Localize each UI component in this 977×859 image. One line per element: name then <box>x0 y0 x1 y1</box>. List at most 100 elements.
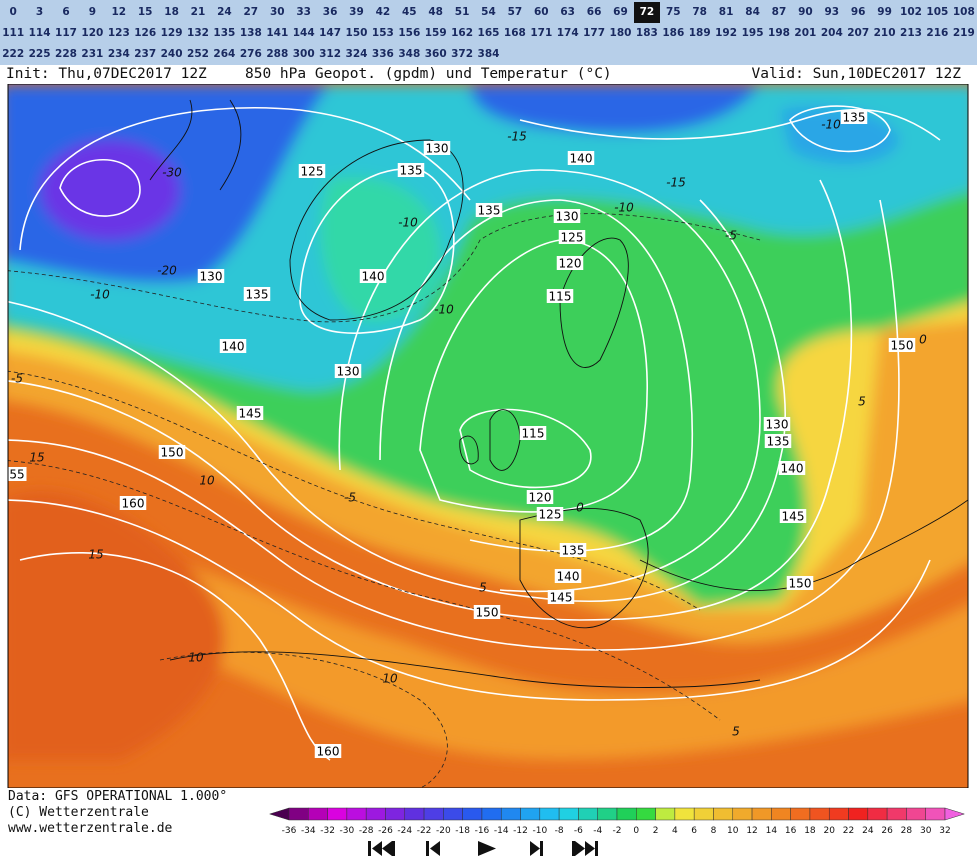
first-button[interactable] <box>368 841 395 856</box>
hour-button[interactable]: 120 <box>81 27 104 39</box>
next-button[interactable] <box>530 841 543 856</box>
hour-button[interactable]: 27 <box>243 6 259 18</box>
hour-button[interactable]: 54 <box>481 6 496 18</box>
hour-button[interactable]: 117 <box>55 27 77 39</box>
hour-button[interactable]: 141 <box>266 27 289 39</box>
hour-button[interactable]: 135 <box>213 27 236 39</box>
hour-button[interactable]: 234 <box>107 48 130 60</box>
hour-button[interactable]: 42 <box>375 6 391 18</box>
hour-button[interactable]: 192 <box>715 27 738 39</box>
hour-button[interactable]: 162 <box>451 27 474 39</box>
hour-button[interactable]: 99 <box>877 6 892 18</box>
hour-button[interactable]: 252 <box>187 48 209 60</box>
hour-button[interactable]: 264 <box>213 48 236 60</box>
hour-button[interactable]: 69 <box>613 6 628 18</box>
previous-button[interactable] <box>426 841 440 856</box>
hour-button[interactable]: 30 <box>269 6 285 18</box>
hour-button[interactable]: 186 <box>662 27 685 39</box>
hour-button[interactable]: 63 <box>560 6 575 18</box>
hour-button[interactable]: 21 <box>190 6 206 18</box>
hour-button[interactable]: 129 <box>160 27 183 39</box>
hour-button[interactable]: 222 <box>2 48 25 60</box>
hour-button[interactable]: 276 <box>239 48 262 60</box>
hour-button[interactable]: 195 <box>741 27 764 39</box>
hour-button[interactable]: 198 <box>768 27 790 39</box>
hour-button[interactable]: 189 <box>688 27 711 39</box>
hour-button[interactable]: 177 <box>583 27 606 39</box>
hour-button[interactable]: 66 <box>586 6 602 18</box>
hour-button[interactable]: 240 <box>160 48 183 60</box>
hour-button[interactable]: 78 <box>692 6 707 18</box>
hour-button[interactable]: 213 <box>900 27 922 39</box>
hour-button[interactable]: 87 <box>771 6 787 18</box>
hour-button[interactable]: 348 <box>398 48 421 60</box>
hour-button[interactable]: 384 <box>477 48 500 60</box>
height-label: 145 <box>782 510 805 524</box>
hour-button[interactable]: 324 <box>345 48 368 60</box>
hour-button[interactable]: 216 <box>926 27 949 39</box>
hour-button[interactable]: 75 <box>665 6 681 18</box>
hour-button[interactable]: 0 <box>9 6 17 18</box>
hour-button[interactable]: 48 <box>428 6 443 18</box>
hour-button[interactable]: 105 <box>926 6 949 18</box>
hour-button[interactable]: 18 <box>164 6 179 18</box>
hour-button[interactable]: 72 <box>633 2 661 23</box>
hour-button[interactable]: 312 <box>319 48 342 60</box>
hour-button[interactable]: 228 <box>55 48 77 60</box>
hour-button[interactable]: 57 <box>507 6 523 18</box>
last-button[interactable] <box>572 841 598 856</box>
hour-button[interactable]: 372 <box>451 48 474 60</box>
hour-button[interactable]: 9 <box>88 6 97 18</box>
hour-button[interactable]: 237 <box>134 48 157 60</box>
hour-button[interactable]: 210 <box>873 27 896 39</box>
hour-button[interactable]: 111 <box>2 27 25 39</box>
hour-button[interactable]: 60 <box>533 6 549 18</box>
hour-button[interactable]: 24 <box>217 6 232 18</box>
hour-button[interactable]: 150 <box>345 27 368 39</box>
hour-button[interactable]: 165 <box>477 27 500 39</box>
scale-label: -24 <box>397 826 412 836</box>
hour-button[interactable]: 51 <box>454 6 470 18</box>
hour-button[interactable]: 300 <box>292 48 315 60</box>
hour-button[interactable]: 159 <box>424 27 447 39</box>
hour-button[interactable]: 15 <box>137 6 153 18</box>
hour-button[interactable]: 168 <box>503 27 526 39</box>
hour-button[interactable]: 207 <box>847 27 870 39</box>
hour-button[interactable]: 183 <box>635 27 658 39</box>
hour-button[interactable]: 123 <box>107 27 130 39</box>
hour-button[interactable]: 96 <box>850 6 866 18</box>
hour-button[interactable]: 36 <box>322 6 338 18</box>
hour-button[interactable]: 225 <box>28 48 51 60</box>
play-button[interactable] <box>478 841 496 856</box>
hour-button[interactable]: 3 <box>35 6 44 18</box>
hour-button[interactable]: 33 <box>296 6 311 18</box>
hour-button[interactable]: 153 <box>371 27 394 39</box>
hour-button[interactable]: 171 <box>530 27 553 39</box>
hour-button[interactable]: 147 <box>319 27 342 39</box>
hour-button[interactable]: 336 <box>371 48 394 60</box>
hour-button[interactable]: 12 <box>111 6 127 18</box>
hour-button[interactable]: 90 <box>798 6 813 18</box>
hour-button[interactable]: 132 <box>187 27 209 39</box>
hour-button[interactable]: 219 <box>952 27 975 39</box>
hour-button[interactable]: 360 <box>424 48 447 60</box>
hour-button[interactable]: 102 <box>900 6 922 18</box>
hour-button[interactable]: 156 <box>398 27 421 39</box>
hour-button[interactable]: 204 <box>820 27 843 39</box>
hour-button[interactable]: 39 <box>349 6 364 18</box>
hour-button[interactable]: 231 <box>81 48 104 60</box>
hour-button[interactable]: 45 <box>401 6 417 18</box>
hour-button[interactable]: 114 <box>28 27 51 39</box>
hour-button[interactable]: 93 <box>824 6 840 18</box>
hour-button[interactable]: 108 <box>952 6 975 18</box>
hour-button[interactable]: 126 <box>134 27 157 39</box>
hour-button[interactable]: 84 <box>745 6 760 18</box>
hour-button[interactable]: 174 <box>556 27 579 39</box>
hour-button[interactable]: 201 <box>794 27 817 39</box>
hour-button[interactable]: 138 <box>239 27 262 39</box>
hour-button[interactable]: 81 <box>718 6 734 18</box>
hour-button[interactable]: 144 <box>292 27 315 39</box>
hour-button[interactable]: 6 <box>62 6 70 18</box>
hour-button[interactable]: 180 <box>609 27 632 39</box>
hour-button[interactable]: 288 <box>266 48 289 60</box>
